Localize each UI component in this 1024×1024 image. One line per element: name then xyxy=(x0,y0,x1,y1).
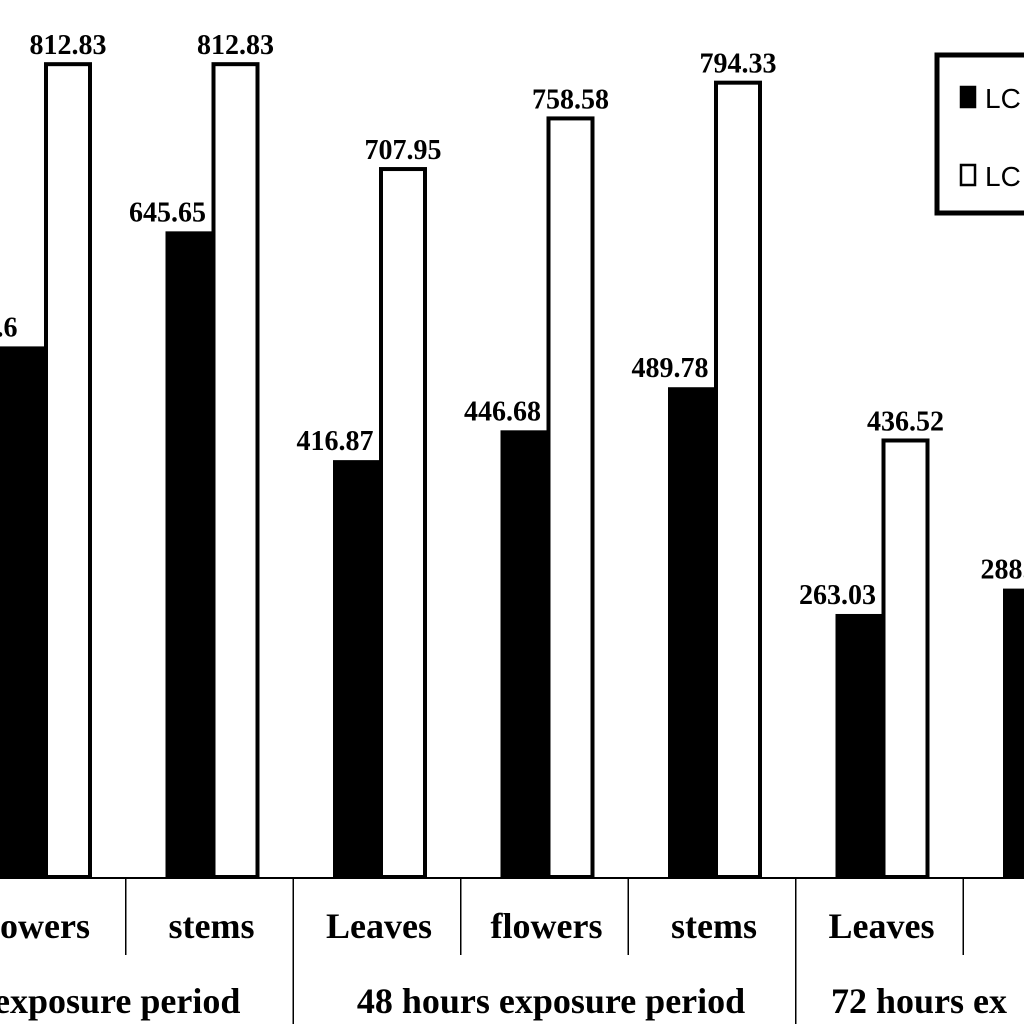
bar-s2-1 xyxy=(44,62,92,880)
bar-s2-5 xyxy=(714,80,762,880)
bar-s2-4 xyxy=(546,116,595,880)
bar-s1-4 xyxy=(500,430,549,877)
data-label-s1-3: 416.87 xyxy=(297,426,374,457)
legend: LC LC xyxy=(934,52,1024,216)
data-label-s1-7: 288. xyxy=(981,555,1024,586)
bar-s1-6 xyxy=(835,613,884,877)
data-label-s2-1: 812.83 xyxy=(30,30,107,61)
data-label-s1-4: 446.68 xyxy=(464,396,541,427)
bar-s1-3 xyxy=(333,460,381,877)
category-label-6: Leaves xyxy=(829,906,935,946)
category-label-3: Leaves xyxy=(326,906,432,946)
bar-s1-5 xyxy=(668,387,716,877)
data-label-s1-6: 263.03 xyxy=(799,580,876,611)
x-axis: owersstemsLeavesflowersstemsLeavesfloexp… xyxy=(0,877,1024,1024)
data-label-s2-3: 707.95 xyxy=(365,135,442,166)
bars xyxy=(0,62,1024,880)
bar-s2-3 xyxy=(379,167,427,880)
data-label-s1-1: 5.6 xyxy=(0,312,18,343)
data-label-s2-4: 758.58 xyxy=(532,84,609,115)
legend-box xyxy=(934,52,1024,216)
legend-swatch-2 xyxy=(959,163,977,187)
bar-s1-2 xyxy=(165,231,214,878)
bar-s1-7 xyxy=(1003,588,1024,877)
group-label-3: 72 hours ex xyxy=(831,981,1007,1021)
data-label-s2-5: 794.33 xyxy=(700,49,777,80)
legend-label-2: LC xyxy=(985,161,1021,192)
data-label-s1-2: 645.65 xyxy=(129,197,206,228)
group-label-1: exposure period xyxy=(0,981,240,1021)
data-label-s1-5: 489.78 xyxy=(632,353,709,384)
category-label-2: stems xyxy=(169,906,255,946)
data-label-s2-6: 436.52 xyxy=(867,406,944,437)
legend-swatch-1 xyxy=(959,85,977,109)
category-label-5: stems xyxy=(671,906,757,946)
legend-label-1: LC xyxy=(985,83,1021,114)
bar-s1-1 xyxy=(0,346,46,877)
bar-s2-6 xyxy=(881,438,930,879)
bar-labels: 5.6 812.83 645.65 812.83 416.87 707.95 446.68 7… xyxy=(0,30,1024,611)
category-label-4: flowers xyxy=(491,906,603,946)
category-label-1: owers xyxy=(0,906,90,946)
data-label-s2-2: 812.83 xyxy=(197,30,274,61)
group-label-2: 48 hours exposure period xyxy=(357,981,745,1021)
bar-s2-2 xyxy=(211,62,260,880)
